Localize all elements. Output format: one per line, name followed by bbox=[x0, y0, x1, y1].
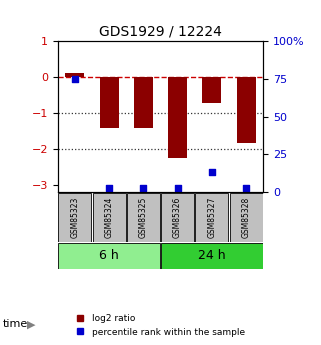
Bar bbox=[237, 77, 256, 142]
Point bbox=[175, 185, 180, 190]
Text: GSM85324: GSM85324 bbox=[105, 197, 114, 238]
FancyBboxPatch shape bbox=[93, 193, 126, 242]
Bar bbox=[203, 77, 221, 103]
Bar bbox=[65, 73, 84, 77]
Text: GSM85327: GSM85327 bbox=[207, 197, 216, 238]
Legend: log2 ratio, percentile rank within the sample: log2 ratio, percentile rank within the s… bbox=[72, 310, 249, 341]
FancyBboxPatch shape bbox=[161, 193, 194, 242]
Bar bbox=[134, 77, 153, 128]
Point bbox=[141, 185, 146, 190]
Text: GSM85326: GSM85326 bbox=[173, 197, 182, 238]
FancyBboxPatch shape bbox=[230, 193, 263, 242]
FancyBboxPatch shape bbox=[127, 193, 160, 242]
Point bbox=[244, 185, 249, 190]
Text: ▶: ▶ bbox=[27, 319, 36, 329]
Point bbox=[209, 170, 214, 175]
Bar bbox=[168, 77, 187, 158]
Text: GSM85325: GSM85325 bbox=[139, 197, 148, 238]
FancyBboxPatch shape bbox=[58, 243, 160, 269]
FancyBboxPatch shape bbox=[161, 243, 263, 269]
Point bbox=[72, 76, 77, 82]
Text: time: time bbox=[3, 319, 29, 329]
FancyBboxPatch shape bbox=[58, 193, 91, 242]
Text: 24 h: 24 h bbox=[198, 249, 226, 262]
Text: GSM85328: GSM85328 bbox=[242, 197, 251, 238]
Text: GSM85323: GSM85323 bbox=[70, 197, 79, 238]
Text: 6 h: 6 h bbox=[99, 249, 119, 262]
Bar bbox=[100, 77, 118, 128]
Point bbox=[107, 185, 112, 190]
Title: GDS1929 / 12224: GDS1929 / 12224 bbox=[99, 25, 222, 39]
FancyBboxPatch shape bbox=[195, 193, 228, 242]
